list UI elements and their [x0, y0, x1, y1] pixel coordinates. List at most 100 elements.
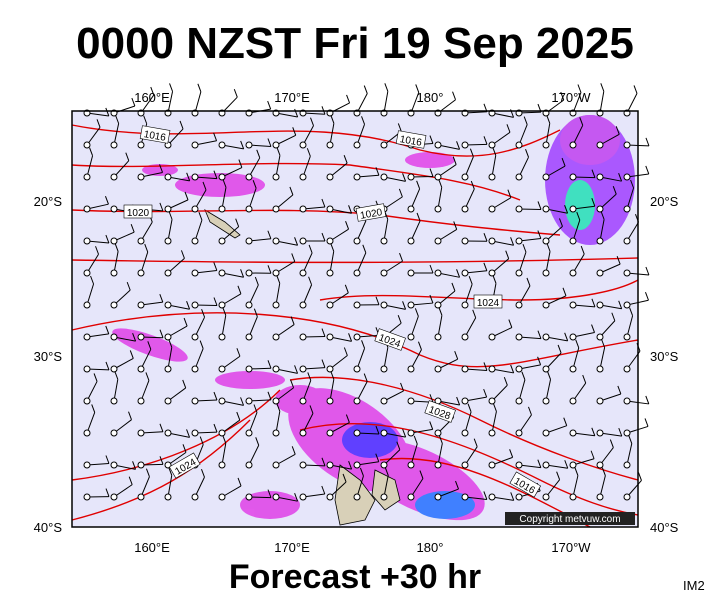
barb-station: [489, 238, 495, 244]
barb-station: [570, 206, 576, 212]
barb-station: [435, 494, 441, 500]
barb-station: [516, 270, 522, 276]
barb-station: [273, 462, 279, 468]
image-id: IM2: [683, 578, 705, 593]
barb-station: [624, 462, 630, 468]
barb-station: [246, 270, 252, 276]
barb-station: [543, 494, 549, 500]
isobar-label: 1020: [127, 208, 150, 219]
barb-station: [408, 270, 414, 276]
barb-station: [111, 398, 117, 404]
barb-station: [300, 174, 306, 180]
top-lon-label: 170°E: [274, 90, 310, 105]
barb-station: [246, 142, 252, 148]
barb-station: [219, 494, 225, 500]
barb-station: [219, 430, 225, 436]
barb-station: [543, 174, 549, 180]
barb-station: [624, 270, 630, 276]
barb-station: [246, 430, 252, 436]
barb-station: [246, 398, 252, 404]
barb-station: [300, 398, 306, 404]
barb-station: [327, 334, 333, 340]
barb-station: [300, 238, 306, 244]
barb-station: [138, 494, 144, 500]
barb-station: [138, 270, 144, 276]
barb-station: [84, 494, 90, 500]
right-lat-label: 40°S: [650, 520, 679, 535]
barb-feather: [646, 396, 649, 404]
barb-feather: [347, 95, 350, 103]
barb-station: [165, 270, 171, 276]
barb-station: [219, 206, 225, 212]
barb-station: [489, 430, 495, 436]
barb-station: [192, 174, 198, 180]
barb-station: [192, 238, 198, 244]
barb-station: [624, 366, 630, 372]
barb-feather: [364, 86, 367, 94]
barb-station: [570, 174, 576, 180]
barb-station: [165, 366, 171, 372]
barb-station: [84, 398, 90, 404]
barb-station: [192, 430, 198, 436]
barb-station: [192, 302, 198, 308]
barb-station: [84, 206, 90, 212]
barb-station: [84, 174, 90, 180]
right-lat-label: 30°S: [650, 349, 679, 364]
barb-station: [624, 430, 630, 436]
barb-station: [570, 142, 576, 148]
barb-station: [111, 270, 117, 276]
barb-station: [516, 142, 522, 148]
barb-station: [381, 270, 387, 276]
barb-station: [408, 430, 414, 436]
barb-station: [273, 430, 279, 436]
barb-station: [138, 430, 144, 436]
barb-station: [165, 174, 171, 180]
barb-station: [219, 334, 225, 340]
left-lat-label: 20°S: [34, 194, 63, 209]
barb-station: [408, 302, 414, 308]
barb-station: [354, 430, 360, 436]
barb-station: [408, 398, 414, 404]
barb-station: [327, 206, 333, 212]
barb-station: [165, 206, 171, 212]
barb-station: [192, 366, 198, 372]
barb-station: [246, 462, 252, 468]
barb-station: [246, 206, 252, 212]
barb-station: [462, 270, 468, 276]
right-lat-label: 20°S: [650, 194, 679, 209]
barb-station: [597, 462, 603, 468]
barb-station: [381, 302, 387, 308]
barb-station: [84, 430, 90, 436]
barb-station: [138, 334, 144, 340]
barb-station: [462, 398, 468, 404]
barb-station: [516, 494, 522, 500]
barb-station: [570, 366, 576, 372]
barb-station: [408, 366, 414, 372]
barb-station: [624, 494, 630, 500]
barb-station: [381, 142, 387, 148]
barb-feather: [601, 83, 604, 91]
barb-station: [435, 206, 441, 212]
barb-station: [543, 142, 549, 148]
barb-station: [246, 494, 252, 500]
barb-station: [84, 462, 90, 468]
barb-station: [462, 302, 468, 308]
barb-station: [84, 334, 90, 340]
barb-station: [327, 366, 333, 372]
barb-station: [543, 206, 549, 212]
barb-station: [435, 174, 441, 180]
barb-station: [327, 302, 333, 308]
barb-station: [489, 270, 495, 276]
barb-station: [300, 206, 306, 212]
barb-station: [570, 430, 576, 436]
barb-station: [354, 398, 360, 404]
barb-station: [354, 366, 360, 372]
barb-station: [408, 206, 414, 212]
barb-station: [597, 174, 603, 180]
barb-station: [327, 142, 333, 148]
barb-station: [165, 238, 171, 244]
barb-station: [327, 462, 333, 468]
barb-station: [192, 142, 198, 148]
barb-feather: [234, 89, 237, 97]
barb-station: [84, 238, 90, 244]
